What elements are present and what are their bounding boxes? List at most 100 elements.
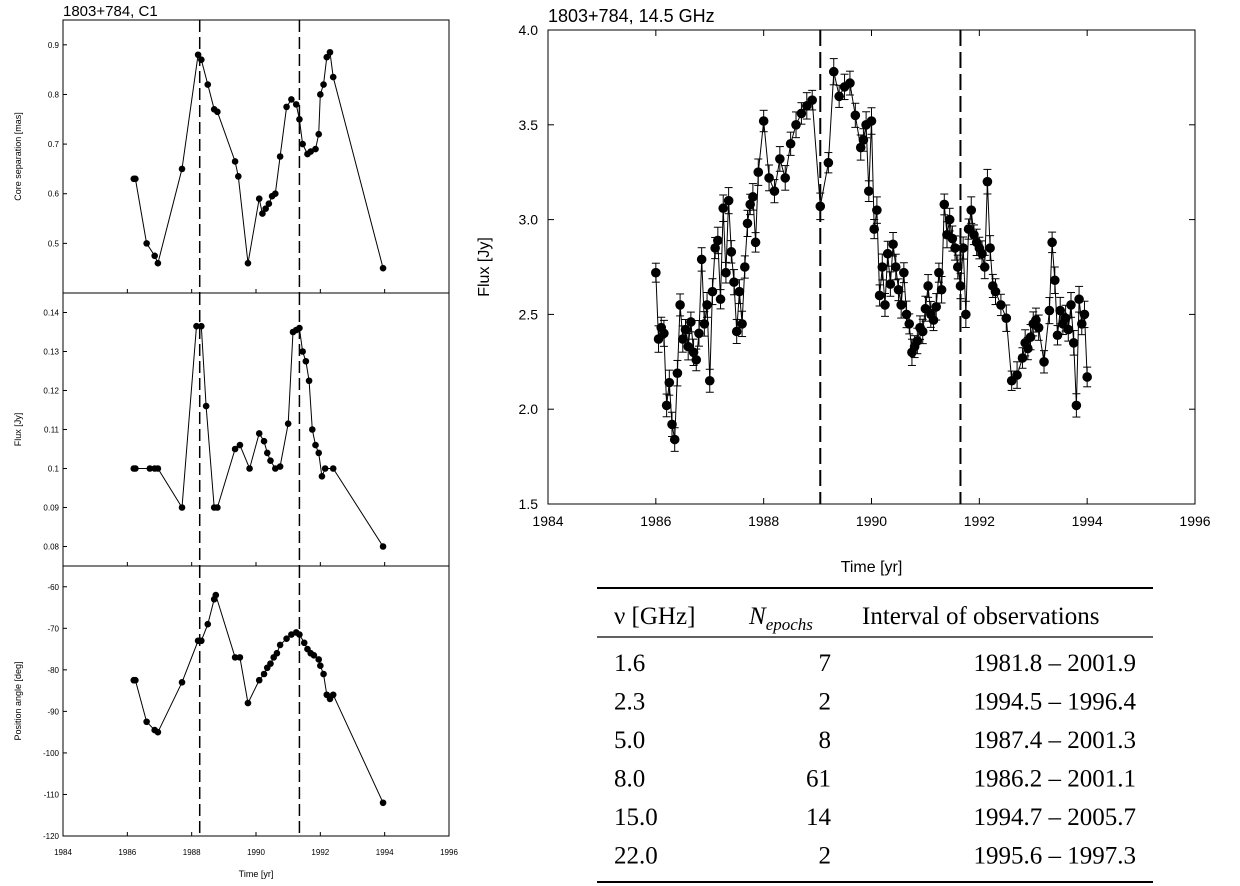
data-point (888, 239, 898, 250)
data-point (704, 375, 715, 386)
data-point (715, 294, 726, 305)
data-point (151, 252, 158, 260)
data-point (969, 229, 979, 240)
data-point (246, 465, 253, 472)
data-point (979, 262, 990, 272)
panel-frame (62, 292, 450, 567)
data-point (262, 205, 269, 212)
data-point (686, 317, 696, 327)
data-point (1050, 275, 1060, 286)
x-axis-label: Time [yr] (841, 559, 903, 576)
x-tick-label: 1986 (640, 513, 671, 529)
data-point (292, 101, 300, 108)
data-point (1033, 322, 1044, 333)
x-tick-label: 1984 (54, 848, 72, 857)
y-tick-label: 2.0 (519, 401, 539, 417)
data-point (1012, 370, 1022, 380)
data-point (726, 247, 737, 257)
data-point (283, 635, 290, 642)
data-point (850, 110, 861, 121)
data-point (710, 243, 720, 253)
data-point (977, 248, 987, 259)
data-point (753, 167, 764, 177)
data-point (947, 233, 958, 244)
y-tick-label: -80 (47, 666, 59, 675)
data-point (231, 158, 239, 165)
data-point (1079, 309, 1090, 320)
data-point (1066, 300, 1076, 310)
y-axis-label: Flux [Jy] (476, 237, 493, 297)
data-point (966, 205, 977, 215)
data-point (143, 718, 150, 726)
cell-epochs: 2 (819, 689, 832, 716)
header-epochs: Nepochs (748, 603, 813, 634)
data-point (874, 290, 885, 301)
data-point (661, 400, 672, 411)
x-tick-label: 1992 (311, 848, 329, 857)
data-point (796, 108, 807, 119)
data-point (318, 473, 326, 480)
data-point (273, 649, 281, 657)
data-point (214, 504, 221, 511)
y-tick-label: -100 (43, 749, 60, 758)
data-point (864, 186, 874, 196)
x-axis-label: Time [yr] (239, 869, 274, 879)
cell-interval: 1986.2 – 2001.1 (974, 766, 1137, 793)
data-point (154, 728, 162, 736)
data-point (694, 328, 704, 339)
cell-epochs: 2 (819, 843, 832, 870)
data-point (321, 465, 329, 472)
x-tick-label: 1988 (183, 848, 201, 857)
data-point (872, 205, 882, 215)
data-point (672, 368, 683, 378)
data-point (236, 441, 244, 449)
header-frequency: ν [GHz] (614, 603, 695, 630)
data-point (312, 145, 319, 153)
y-tick-label: 3.5 (519, 117, 539, 133)
data-point (329, 73, 337, 81)
cell-interval: 1994.7 – 2005.7 (974, 804, 1137, 831)
data-point (893, 284, 904, 295)
data-point (718, 203, 729, 214)
data-point (329, 465, 337, 472)
cell-frequency: 8.0 (614, 766, 645, 793)
data-point (917, 326, 928, 337)
data-point (680, 324, 691, 335)
cell-interval: 1987.4 – 2001.3 (974, 727, 1137, 754)
data-point (882, 248, 893, 259)
y-axis-label: Core separation [mas] (13, 112, 23, 201)
data-point (742, 218, 753, 229)
cell-epochs: 14 (806, 804, 832, 831)
data-point (855, 142, 866, 153)
data-point (1039, 357, 1049, 367)
data-point (664, 377, 675, 388)
y-axis-label: Position angle [deg] (13, 661, 23, 740)
cell-frequency: 15.0 (614, 804, 658, 831)
data-point (265, 200, 273, 207)
data-point (807, 95, 817, 105)
data-point (296, 115, 303, 123)
y-tick-label: 0.14 (43, 309, 59, 318)
data-point (299, 348, 306, 355)
cell-frequency: 22.0 (614, 843, 658, 870)
data-point (961, 309, 971, 320)
data-point (317, 662, 324, 669)
y-tick-label: -120 (43, 832, 60, 841)
data-point (132, 175, 139, 183)
data-point (236, 654, 244, 661)
data-point (823, 157, 834, 168)
x-tick-label: 1988 (748, 513, 779, 529)
data-point (667, 419, 677, 430)
data-point (707, 286, 718, 297)
y-tick-label: -110 (44, 790, 60, 799)
cell-frequency: 1.6 (614, 650, 645, 677)
data-point (675, 300, 685, 310)
data-point (154, 259, 162, 267)
data-point (745, 199, 755, 210)
data-point (235, 173, 242, 180)
cell-epochs: 8 (819, 727, 832, 754)
data-point (132, 676, 139, 684)
cell-epochs: 61 (806, 766, 831, 793)
data-point (194, 51, 202, 59)
